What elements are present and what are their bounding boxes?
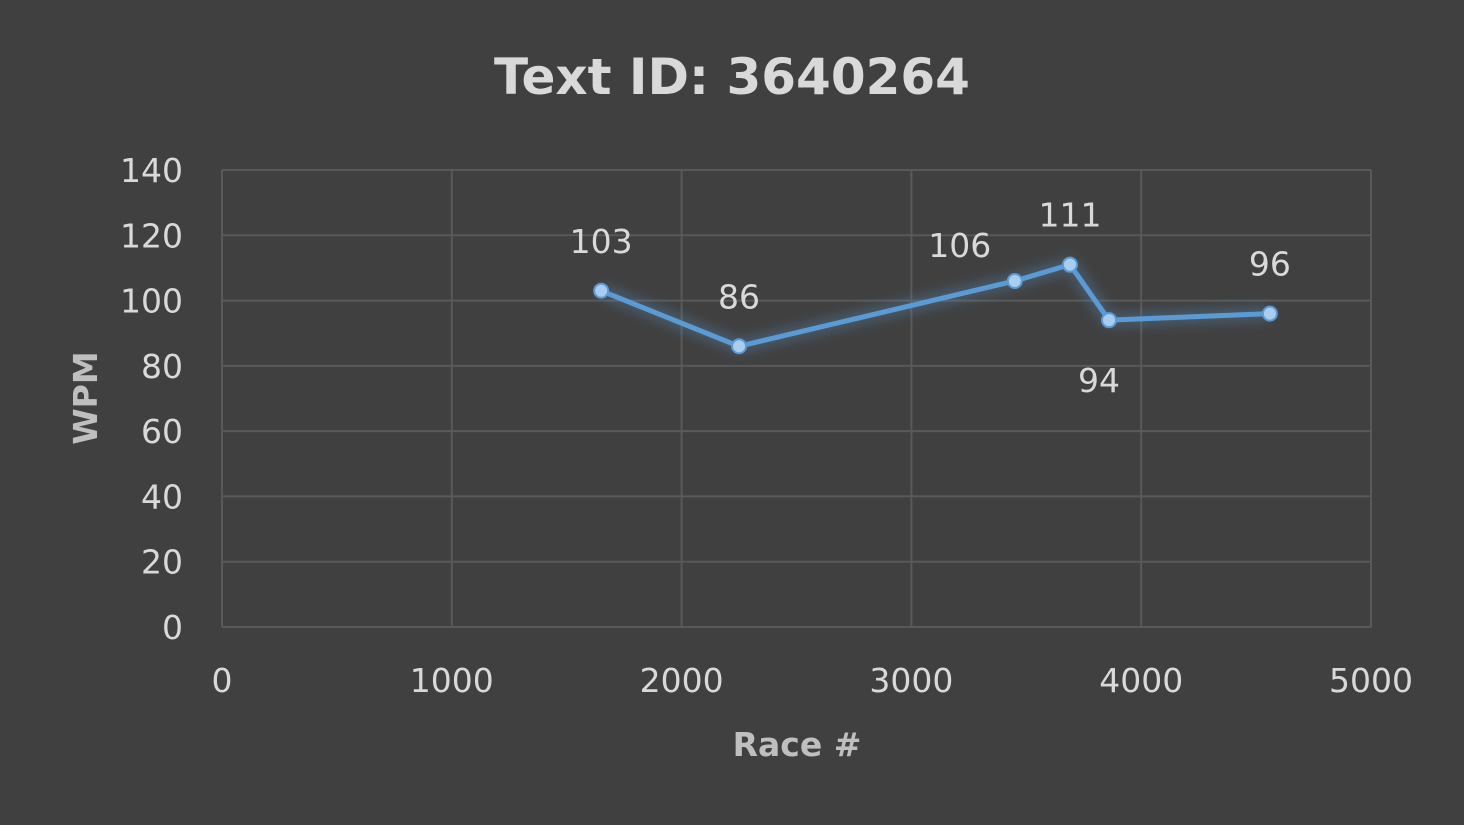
data-point	[1261, 305, 1278, 322]
data-point	[1006, 272, 1023, 289]
series-glow	[598, 258, 1271, 353]
x-tick-label: 3000	[869, 661, 953, 700]
x-tick-label: 0	[212, 661, 233, 700]
x-tick-label: 2000	[640, 661, 724, 700]
y-tick-label: 120	[120, 216, 183, 255]
data-label: 96	[1249, 245, 1291, 284]
data-label: 103	[570, 222, 633, 261]
series-wpm	[593, 256, 1278, 355]
y-axis-ticks: 0 20 40 60 80 100 120 140	[120, 151, 183, 647]
x-tick-label: 4000	[1099, 661, 1183, 700]
data-labels: 103 86 106 111 94 96	[570, 196, 1291, 400]
x-axis-ticks: 0 1000 2000 3000 4000 5000	[212, 661, 1413, 700]
data-point	[1061, 256, 1078, 273]
y-tick-label: 140	[120, 151, 183, 190]
data-label: 106	[928, 226, 991, 265]
y-tick-label: 40	[141, 477, 183, 516]
chart-title: Text ID: 3640264	[494, 48, 970, 106]
y-tick-label: 60	[141, 412, 183, 451]
y-tick-label: 80	[141, 347, 183, 386]
y-tick-label: 0	[162, 608, 183, 647]
data-point	[593, 282, 610, 299]
data-label: 111	[1038, 196, 1101, 235]
data-point	[1101, 312, 1118, 329]
x-tick-label: 1000	[410, 661, 494, 700]
data-label: 86	[718, 277, 760, 316]
y-tick-label: 100	[120, 282, 183, 321]
grid	[221, 169, 1372, 628]
x-tick-label: 5000	[1329, 661, 1413, 700]
series-line	[598, 262, 1273, 349]
data-point	[731, 338, 748, 355]
data-label: 94	[1078, 361, 1120, 400]
y-axis-title: WPM	[66, 351, 105, 444]
y-tick-label: 20	[141, 543, 183, 582]
x-axis-title: Race #	[733, 725, 862, 764]
